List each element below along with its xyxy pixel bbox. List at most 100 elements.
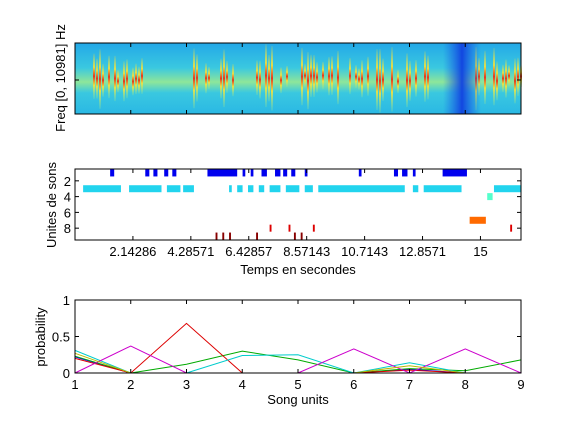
spectrogram-burst: [117, 70, 119, 93]
spectrogram-burst: [259, 60, 261, 99]
spectrogram-burst: [102, 63, 104, 97]
unit-3-segment: [237, 185, 243, 193]
units-xtick-label: 15: [473, 244, 487, 259]
spectrogram-burst: [193, 48, 195, 109]
units-xtick-label: 2.14286: [109, 244, 156, 259]
probability-xlabel: Song units: [267, 392, 329, 407]
spectrogram-burst: [208, 66, 210, 90]
probability-xtick-label: 8: [462, 377, 469, 392]
spectrogram-burst: [409, 60, 411, 101]
unit-3-segment: [423, 185, 462, 193]
spectrogram-burst: [493, 47, 495, 106]
unit-3-segment: [285, 185, 300, 193]
spectrogram-burst: [310, 54, 312, 97]
unit-1-segment: [275, 169, 281, 177]
spectrogram-burst: [256, 60, 258, 95]
spectrogram-burst: [502, 64, 504, 93]
spectrogram-burst: [337, 50, 339, 105]
units-xlabel: Temps en secondes: [240, 262, 356, 277]
unit-3-segment: [304, 185, 313, 193]
probability-axes: 1 2 3 4 5 6 7 8 9 0 0.5 1: [52, 293, 525, 392]
spectrogram-burst: [328, 57, 330, 96]
spectrogram-panel: Freq [0, 10981] Hz: [53, 24, 522, 132]
spectrogram-burst: [505, 59, 507, 98]
unit-8-segment: [510, 224, 513, 232]
unit-3-segment: [269, 185, 281, 193]
spectrogram-burst: [205, 63, 207, 94]
unit-1-segment: [291, 169, 296, 177]
units-xtick-label: 6.42857: [225, 244, 272, 259]
spectrogram-burst: [517, 57, 519, 96]
spectrogram-burst: [316, 62, 318, 93]
spectrogram-burst: [313, 54, 315, 97]
unit-3-segment: [412, 185, 419, 193]
spectrogram-burst: [427, 55, 429, 100]
probability-xtick-label: 5: [294, 377, 301, 392]
unit-9-segment: [215, 232, 218, 240]
spectrogram-burst: [132, 67, 134, 96]
probability-plot-area: [75, 300, 521, 373]
unit-3-segment: [318, 185, 405, 193]
spectrogram-burst: [301, 47, 303, 106]
spectrogram-burst: [126, 59, 128, 99]
units-xtick-label: 12.8571: [399, 244, 446, 259]
units-marks: [83, 169, 521, 240]
spectrogram-burst: [196, 54, 198, 102]
spectrogram-noise-band: [443, 43, 481, 114]
probability-ytick-label: 0.5: [52, 330, 70, 345]
probability-panel: 1 2 3 4 5 6 7 8 9 0 0.5 1 probability Song units: [33, 293, 525, 407]
unit-9-segment: [293, 232, 296, 240]
units-xtick-label: 4.28571: [167, 244, 214, 259]
units-ytick-label: 6: [64, 205, 71, 220]
unit-9-segment: [229, 232, 231, 240]
spectrogram-burst: [232, 64, 234, 97]
spectrogram-burst: [349, 57, 351, 95]
unit-3-segment: [183, 185, 194, 193]
units-ylabel: Unites de sons: [44, 162, 59, 248]
spectrogram-burst: [415, 59, 417, 97]
probability-ytick-label: 1: [63, 293, 70, 308]
probability-xtick-label: 6: [350, 377, 357, 392]
units-frame: [74, 168, 522, 241]
spectrogram-burst: [484, 50, 486, 104]
probability-xtick-label: 7: [406, 377, 413, 392]
unit-3-segment: [229, 185, 232, 193]
unit-1-segment: [153, 169, 158, 177]
units-plot-area: [75, 169, 521, 240]
unit-9-segment: [256, 232, 258, 240]
spectrogram-burst: [141, 58, 143, 94]
unit-3-segment: [129, 185, 162, 193]
unit-3-segment: [493, 185, 521, 193]
spectrogram-burst: [391, 47, 393, 112]
unit-7-segment: [469, 216, 486, 224]
probability-xtick-label: 9: [517, 377, 524, 392]
probability-ylabel: probability: [33, 307, 48, 367]
spectrogram-burst: [331, 56, 333, 95]
spectrogram-burst: [286, 65, 288, 87]
unit-8-segment: [288, 224, 291, 232]
unit-3-segment: [258, 185, 265, 193]
spectrogram-burst: [508, 65, 510, 87]
probability-ytick-label: 0: [63, 366, 70, 381]
spectrogram-ylabel: Freq [0, 10981] Hz: [53, 24, 68, 132]
units-xtick-label: 10.7143: [341, 244, 388, 259]
unit-8-segment: [269, 224, 272, 232]
spectrogram-burst: [265, 44, 267, 108]
unit-1-segment: [145, 169, 150, 177]
units-ytick-label: 2: [64, 174, 71, 189]
unit-1-segment: [358, 169, 362, 177]
unit-1-segment: [442, 169, 467, 177]
spectrogram-burst: [226, 60, 228, 93]
spectrogram-burst: [223, 49, 225, 108]
unit-1-segment: [110, 169, 115, 177]
spectrogram-burst: [397, 69, 399, 94]
spectrogram-ticks: [75, 43, 521, 114]
spectrogram-burst: [114, 55, 116, 102]
spectrogram-bursts: [93, 43, 522, 114]
spectrogram-burst: [268, 54, 270, 102]
spectrogram-burst: [135, 63, 137, 95]
spectrogram-burst: [99, 49, 101, 109]
probability-xtick-label: 4: [239, 377, 246, 392]
